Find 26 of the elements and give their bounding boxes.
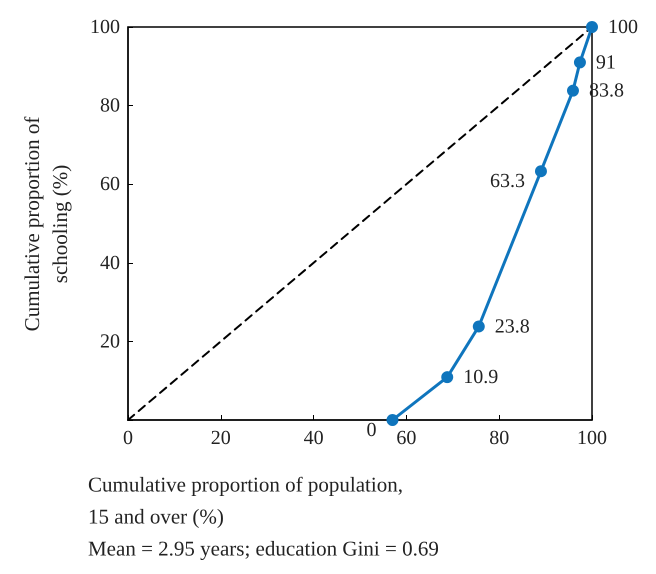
data-label: 63.3 <box>490 170 525 192</box>
x-tick-label: 40 <box>304 427 324 449</box>
point <box>566 84 579 97</box>
text: Mean = 2.95 years; education Gini = 0.69 <box>88 536 439 560</box>
y-tick-label: 20 <box>100 330 120 352</box>
x-tick-label: 80 <box>489 427 510 449</box>
y-axis-title: Cumulative proportion of schooling (%) <box>20 116 72 332</box>
data-label: 91 <box>596 51 616 74</box>
data-label: 10.9 <box>463 366 498 388</box>
point <box>586 21 598 33</box>
x-tick-label: 100 <box>577 427 607 449</box>
point <box>574 56 586 68</box>
data-label: 23.8 <box>494 315 530 338</box>
y-tick-label: 60 <box>100 173 120 196</box>
point <box>472 320 485 332</box>
x-tick-label: 0 <box>123 427 133 449</box>
point <box>441 371 454 384</box>
x-axis-title: Cumulative proportion of population, 15 and over (%) <box>88 472 403 528</box>
y-tick-label: 80 <box>100 94 120 117</box>
point <box>534 165 547 178</box>
point <box>386 414 398 426</box>
x-tick-label: 20 <box>210 427 231 449</box>
y-tick-label: 100 <box>90 16 120 38</box>
y-tick-label: 40 <box>100 252 120 274</box>
data-label: 100 <box>608 16 638 38</box>
x-tick-label: 60 <box>396 427 416 449</box>
